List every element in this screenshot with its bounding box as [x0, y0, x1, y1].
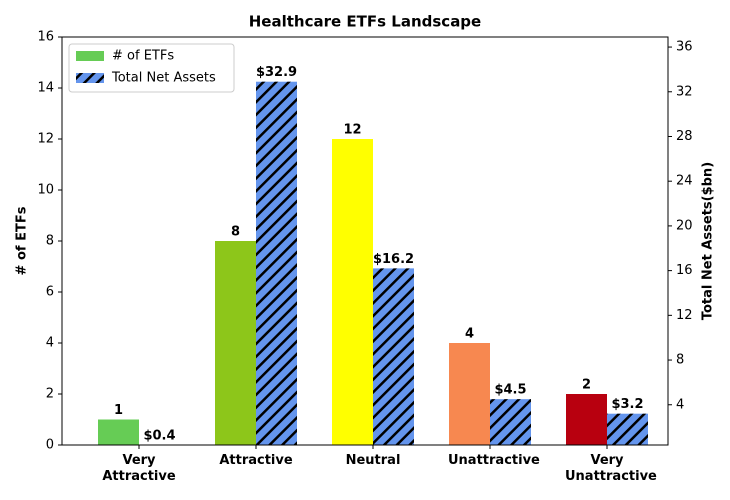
- bar-hatch: [256, 81, 297, 445]
- value-label: 12: [343, 123, 361, 138]
- legend-swatch: [76, 51, 104, 61]
- value-label: 8: [231, 225, 240, 240]
- bar-hatch: [607, 413, 648, 445]
- x-tick-label: Unattractive: [448, 453, 540, 468]
- value-label: 4: [465, 327, 474, 342]
- y-tick-label: 12: [37, 132, 54, 147]
- bar: [215, 241, 256, 445]
- bar: [98, 419, 139, 445]
- x-tick-label: Very Unattractive: [565, 453, 657, 484]
- y2-tick-label: 16: [676, 263, 693, 278]
- x-tick-label: Attractive: [219, 453, 293, 468]
- x-tick-label: Neutral: [345, 453, 401, 468]
- bar: [449, 343, 490, 445]
- y2-tick-label: 32: [676, 84, 693, 99]
- bar: [566, 394, 607, 445]
- legend-label: # of ETFs: [112, 49, 174, 64]
- y-tick-label: 0: [46, 438, 54, 453]
- y2-tick-label: 4: [676, 397, 684, 412]
- y-tick-label: 4: [46, 336, 54, 351]
- y2-tick-label: 36: [676, 40, 693, 55]
- legend-label: Total Net Assets: [111, 71, 216, 86]
- y-tick-label: 8: [46, 234, 54, 249]
- value-label: $32.9: [256, 65, 297, 80]
- x-tick-label: Very Attractive: [102, 453, 176, 484]
- value-label: $3.2: [611, 397, 643, 412]
- value-label: 1: [114, 403, 123, 418]
- value-label: $4.5: [494, 383, 526, 398]
- value-label: $16.2: [373, 252, 414, 267]
- y2-tick-label: 20: [676, 218, 693, 233]
- y2-tick-label: 12: [676, 308, 693, 323]
- y2-axis-label: Total Net Assets($bn): [701, 162, 716, 320]
- y2-tick-label: 24: [676, 174, 693, 189]
- y-tick-label: 2: [46, 387, 54, 402]
- value-label: $0.4: [143, 429, 175, 444]
- y-tick-label: 6: [46, 285, 54, 300]
- legend-box: [68, 43, 235, 93]
- y-axis-label: # of ETFs: [15, 206, 30, 275]
- y-tick-label: 14: [37, 81, 54, 96]
- value-label: 2: [582, 378, 591, 393]
- y-tick-label: 16: [37, 30, 54, 45]
- bar: [332, 139, 373, 445]
- y2-tick-label: 8: [676, 353, 684, 368]
- chart-title: Healthcare ETFs Landscape: [249, 13, 481, 31]
- bar-hatch: [490, 399, 531, 445]
- bar-hatch: [373, 268, 414, 445]
- plot-frame: [61, 36, 669, 446]
- y2-tick-label: 28: [676, 129, 693, 144]
- y-tick-label: 10: [37, 183, 54, 198]
- legend-hatch: [76, 73, 104, 83]
